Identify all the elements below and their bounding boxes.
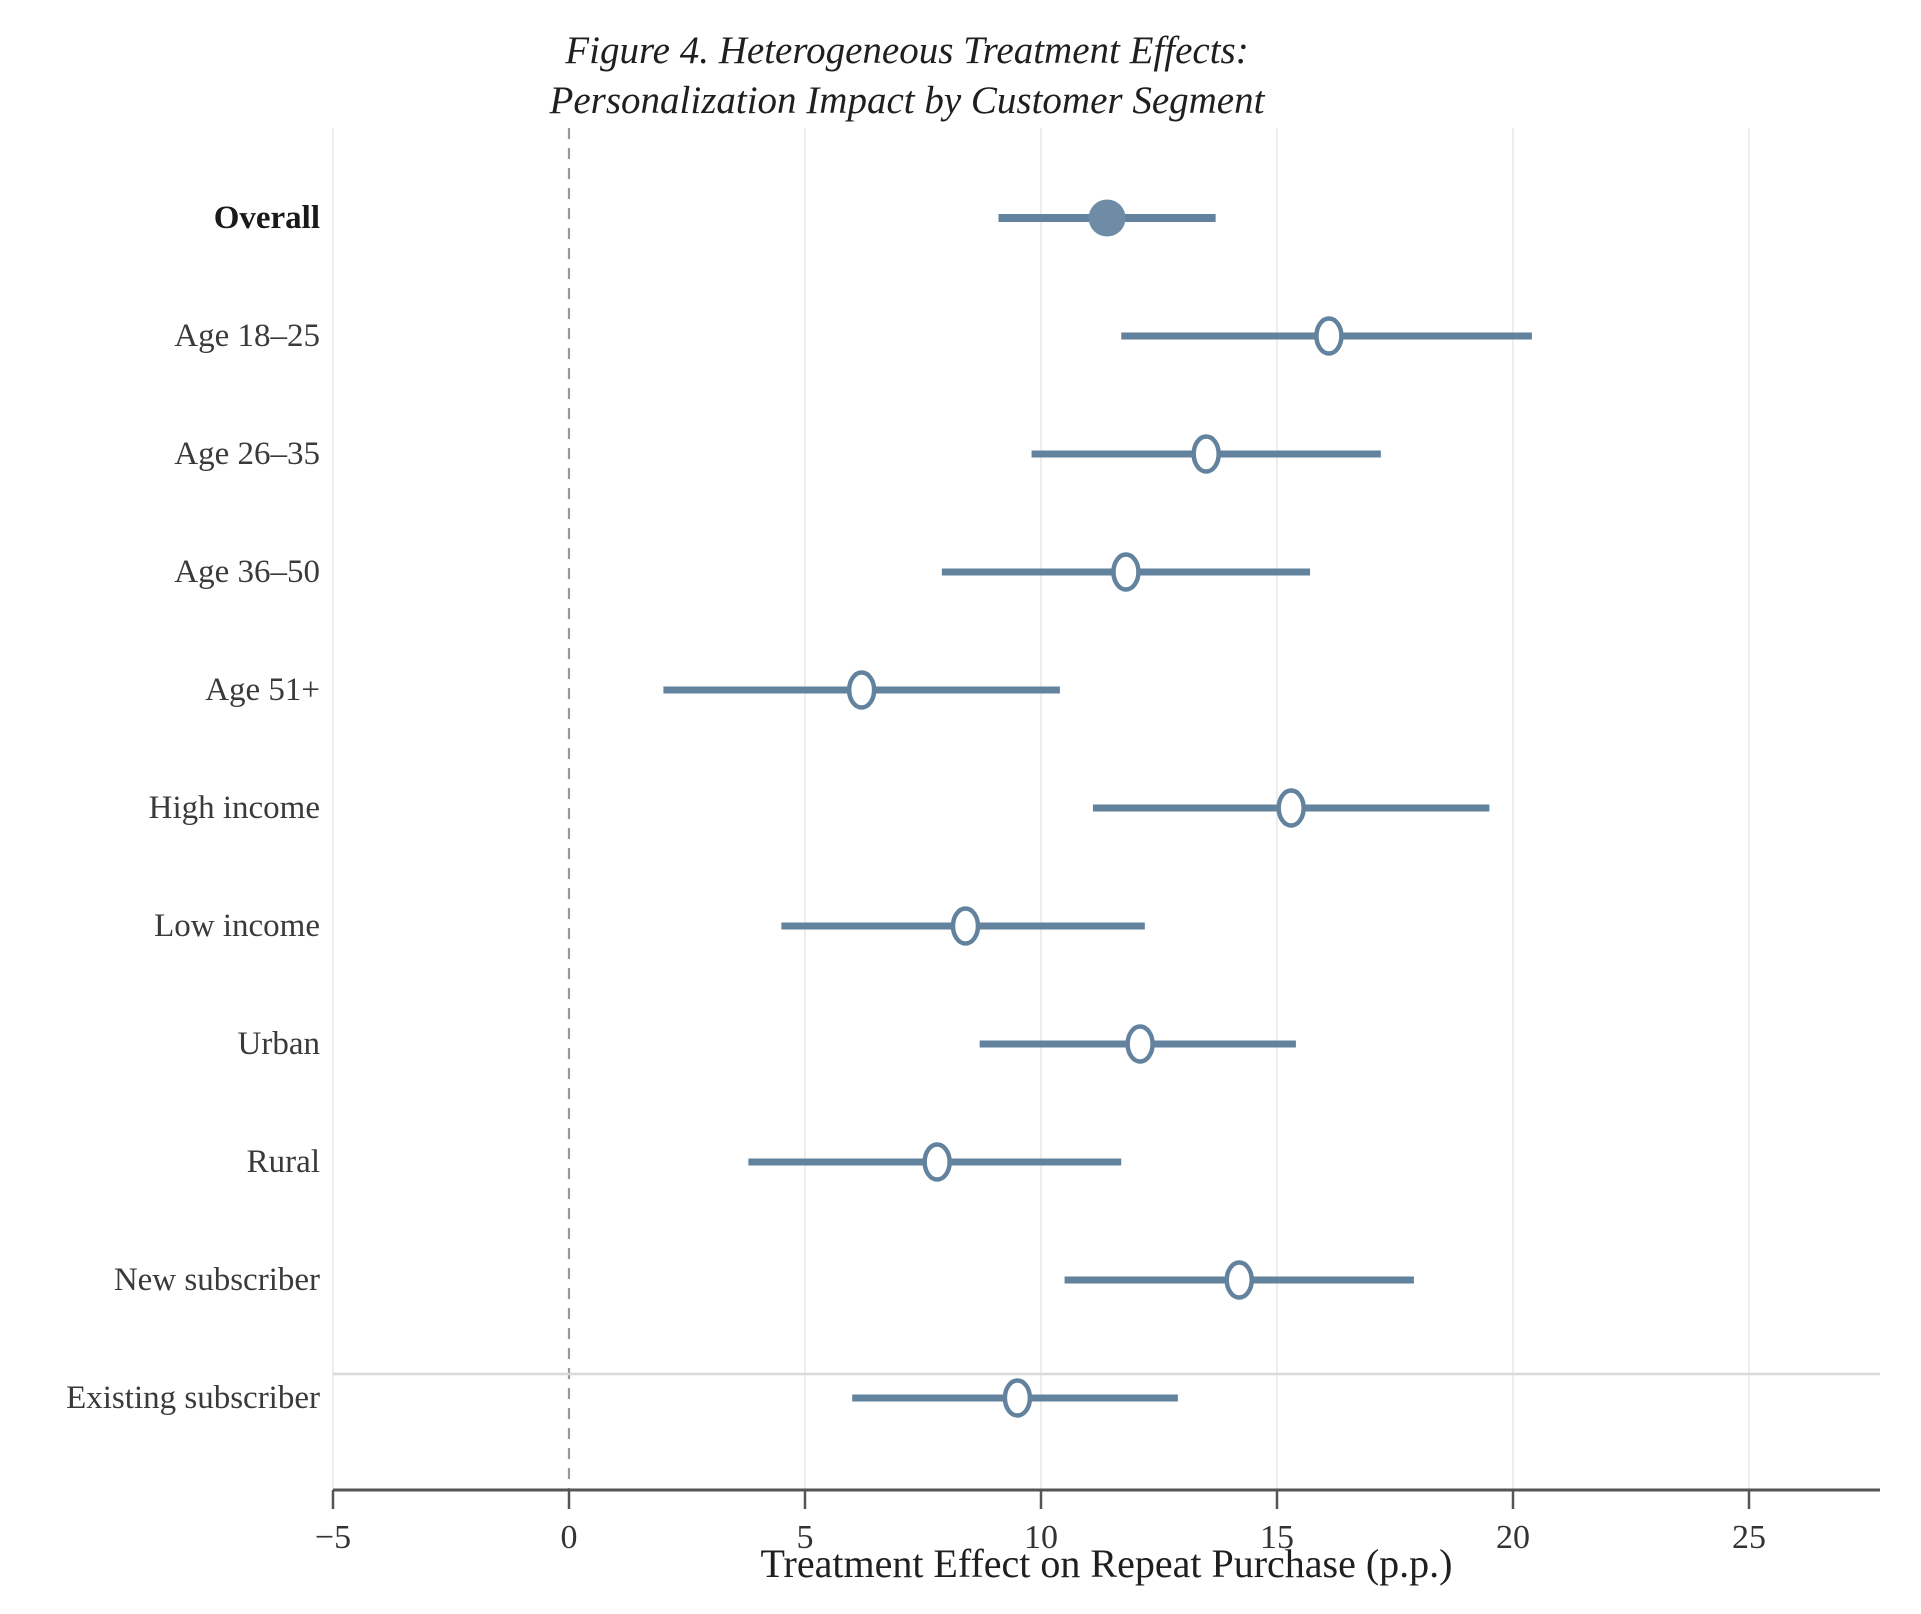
row-label-9: Rural bbox=[246, 1144, 320, 1180]
figure-title-line2: Personalization Impact by Customer Segme… bbox=[549, 79, 1265, 122]
point-estimate-open bbox=[846, 670, 877, 710]
point-estimate-open bbox=[1314, 316, 1344, 356]
point-estimate-open bbox=[1125, 1024, 1155, 1064]
row-label-6: High income bbox=[148, 790, 320, 826]
row-label-4: Age 36–50 bbox=[174, 554, 320, 590]
point-estimate-filled bbox=[1088, 199, 1126, 237]
x-axis-tick-label: 25 bbox=[1732, 1519, 1766, 1556]
figure-title-line1: Figure 4. Heterogeneous Treatment Effect… bbox=[565, 29, 1249, 72]
row-label-11: Existing subscriber bbox=[66, 1380, 320, 1416]
x-axis-tick-label: 10 bbox=[1024, 1519, 1058, 1556]
row-label-8: Urban bbox=[237, 1026, 320, 1062]
x-axis-tick-label: 0 bbox=[561, 1519, 578, 1556]
point-estimate-open bbox=[922, 1142, 952, 1182]
x-axis-tick-label: −5 bbox=[315, 1519, 351, 1556]
row-label-7: Low income bbox=[154, 908, 320, 944]
point-estimate-open bbox=[1111, 552, 1141, 592]
point-estimate-open bbox=[1002, 1378, 1033, 1418]
row-label-5: Age 51+ bbox=[205, 672, 320, 708]
x-axis-tick-label: 5 bbox=[797, 1519, 814, 1556]
row-label-2: Age 18–25 bbox=[174, 318, 320, 354]
point-estimate-open bbox=[1224, 1260, 1254, 1300]
x-axis-title: Treatment Effect on Repeat Purchase (p.p… bbox=[760, 1541, 1453, 1586]
x-axis-tick-label: 15 bbox=[1260, 1519, 1294, 1556]
row-label-3: Age 26–35 bbox=[174, 436, 320, 472]
point-estimate-open bbox=[1191, 434, 1221, 474]
point-estimate-open bbox=[1276, 788, 1306, 828]
figure-title: Figure 4. Heterogeneous Treatment Effect… bbox=[0, 26, 1814, 126]
row-label-1: Overall bbox=[213, 200, 320, 236]
point-estimate-open bbox=[950, 906, 981, 946]
row-label-10: New subscriber bbox=[113, 1262, 320, 1298]
x-axis-tick-label: 20 bbox=[1496, 1519, 1530, 1556]
